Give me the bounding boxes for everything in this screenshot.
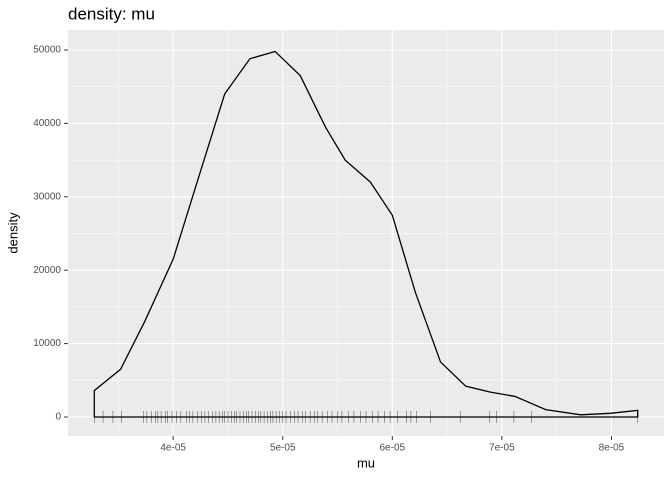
x-tick-label: 7e-05: [489, 443, 515, 454]
y-axis-label: density: [5, 212, 20, 254]
x-tick-label: 8e-05: [599, 443, 625, 454]
panel: [68, 30, 664, 436]
y-tick-label: 0: [55, 412, 61, 423]
chart-title: density: mu: [68, 4, 155, 23]
x-tick-label: 6e-05: [380, 443, 406, 454]
y-tick-label: 20000: [33, 265, 61, 276]
y-tick-label: 50000: [33, 45, 61, 56]
x-axis-label: mu: [357, 455, 375, 470]
x-tick-label: 5e-05: [270, 443, 296, 454]
density-curve: [93, 50, 639, 418]
y-tick-label: 40000: [33, 118, 61, 129]
y-tick-label: 30000: [33, 191, 61, 202]
x-tick-label: 4e-05: [160, 443, 186, 454]
y-tick-label: 10000: [33, 338, 61, 349]
